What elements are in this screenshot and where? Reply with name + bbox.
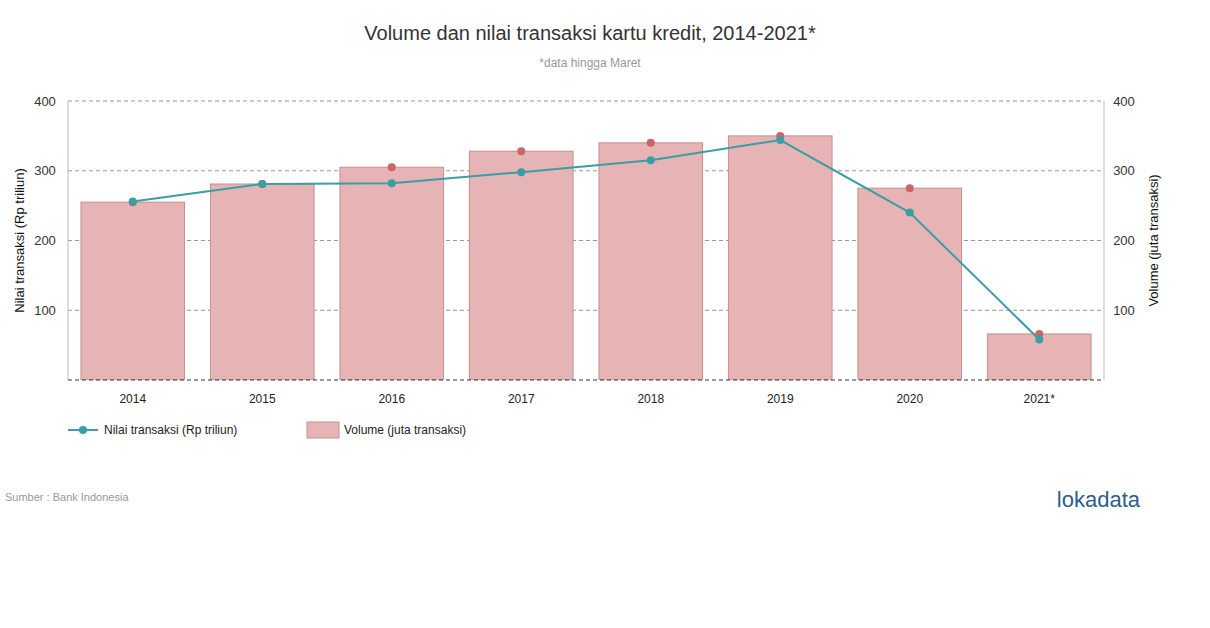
legend-label: Volume (juta transaksi) <box>344 423 466 437</box>
x-tick: 2020 <box>896 380 923 406</box>
y2-tick-label: 400 <box>1113 94 1135 109</box>
bar-marker <box>906 184 914 192</box>
x-tick: 2021* <box>1024 380 1056 406</box>
x-tick: 2017 <box>508 380 535 406</box>
y2-tick-label: 200 <box>1113 233 1135 248</box>
line-marker <box>776 136 784 144</box>
y-axis: 100 200 300 400 <box>34 94 68 318</box>
bar <box>599 143 703 380</box>
bar <box>210 184 314 380</box>
y-axis-line <box>68 101 69 380</box>
x-tick-label: 2015 <box>249 392 276 406</box>
x-axis-line <box>68 380 1104 381</box>
legend-label: Nilai transaksi (Rp triliun) <box>104 423 237 437</box>
legend-item: Nilai transaksi (Rp triliun) <box>68 423 237 437</box>
y-tick: 400 <box>34 94 68 109</box>
line-marker <box>129 197 137 205</box>
legend-swatch <box>307 422 339 438</box>
chart: Volume dan nilai transaksi kartu kredit,… <box>0 0 1210 628</box>
line-marker <box>906 209 914 217</box>
y2-tick: 200 <box>1104 233 1135 248</box>
legend: Nilai transaksi (Rp triliun) Volume (juta… <box>68 422 466 438</box>
x-tick: 2015 <box>249 380 276 406</box>
bar <box>858 188 962 380</box>
y2-axis-title: Volume (juta transaksi) <box>1146 174 1161 306</box>
y2-tick-label: 100 <box>1113 303 1135 318</box>
y2-axis-line <box>1104 101 1105 380</box>
line-marker <box>258 180 266 188</box>
y-tick-label: 300 <box>34 163 56 178</box>
x-tick-label: 2018 <box>637 392 664 406</box>
bar <box>728 136 832 380</box>
y-tick: 100 <box>34 303 68 318</box>
x-tick: 2016 <box>378 380 405 406</box>
y2-tick: 400 <box>1104 94 1135 109</box>
y-tick-label: 400 <box>34 94 56 109</box>
marks <box>81 132 1091 380</box>
y-tick-label: 200 <box>34 233 56 248</box>
x-tick-label: 2014 <box>119 392 146 406</box>
bar <box>340 167 444 380</box>
y-tick: 200 <box>34 233 68 248</box>
y-tick: 300 <box>34 163 68 178</box>
x-tick-label: 2020 <box>896 392 923 406</box>
x-tick: 2014 <box>119 380 146 406</box>
brand: lokadata <box>1057 487 1141 512</box>
source: Sumber : Bank Indonesia <box>5 491 129 503</box>
bar <box>987 334 1091 380</box>
x-tick: 2019 <box>767 380 794 406</box>
bar-marker <box>647 139 655 147</box>
x-tick-label: 2019 <box>767 392 794 406</box>
x-axis: 2014 2015 2016 2017 2018 2019 2020 2021* <box>68 380 1104 406</box>
x-tick-label: 2016 <box>378 392 405 406</box>
x-tick: 2018 <box>637 380 664 406</box>
grid-line <box>68 101 1104 102</box>
line-marker <box>388 179 396 187</box>
title: Volume dan nilai transaksi kartu kredit,… <box>364 22 816 44</box>
y-axis-title: Nilai transaksi (Rp triliun) <box>12 168 27 312</box>
x-tick-label: 2021* <box>1024 392 1056 406</box>
line-marker <box>517 168 525 176</box>
line-marker <box>1035 336 1043 344</box>
bar-marker <box>517 147 525 155</box>
y2-axis: 100 200 300 400 <box>1104 94 1135 318</box>
bar-marker <box>388 163 396 171</box>
y2-tick: 100 <box>1104 303 1135 318</box>
y-tick-label: 100 <box>34 303 56 318</box>
bar <box>469 151 573 380</box>
line-marker <box>647 156 655 164</box>
bar <box>81 202 185 380</box>
x-tick-label: 2017 <box>508 392 535 406</box>
bar-marker <box>258 180 266 188</box>
subtitle: *data hingga Maret <box>539 56 641 70</box>
grid-line <box>68 170 1104 171</box>
y2-tick: 300 <box>1104 163 1135 178</box>
line <box>133 140 1040 339</box>
bar-marker <box>129 198 137 206</box>
y2-tick-label: 300 <box>1113 163 1135 178</box>
legend-item: Volume (juta transaksi) <box>307 422 466 438</box>
legend-swatch <box>79 426 87 434</box>
